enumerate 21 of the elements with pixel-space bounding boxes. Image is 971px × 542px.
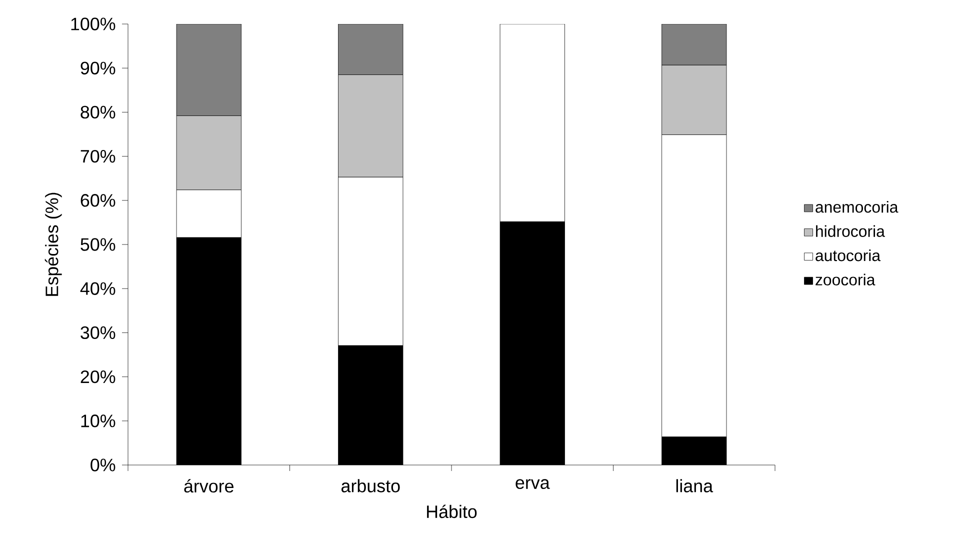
x-tick-label: arbusto	[341, 479, 400, 492]
y-tick-label: 20%	[80, 370, 116, 384]
y-tick-label: 40%	[80, 282, 116, 295]
x-axis-title: Hábito	[427, 504, 477, 518]
y-tick-label: 10%	[81, 414, 116, 428]
y-tick-label: 80%	[80, 106, 116, 119]
y-tick-label: 100%	[71, 18, 116, 30]
legend-label: hidrocoria	[816, 225, 885, 237]
y-tick-label: 90%	[80, 62, 116, 74]
y-tick-label: 70%	[80, 150, 116, 163]
y-axis-title: Espécies (%)	[44, 192, 62, 296]
x-tick-label: erva	[516, 479, 550, 489]
y-tick-label: 60%	[80, 194, 116, 207]
x-tick-label: liana	[676, 479, 714, 492]
legend-label: autocoria	[816, 249, 881, 262]
y-tick-label: 50%	[80, 238, 116, 251]
legend-label: zoocoria	[816, 274, 876, 286]
legend-label: anemocoria	[816, 201, 898, 213]
y-tick-label: 30%	[80, 326, 116, 340]
x-tick-label: árvore	[184, 479, 234, 493]
y-tick-label: 0%	[90, 458, 116, 472]
